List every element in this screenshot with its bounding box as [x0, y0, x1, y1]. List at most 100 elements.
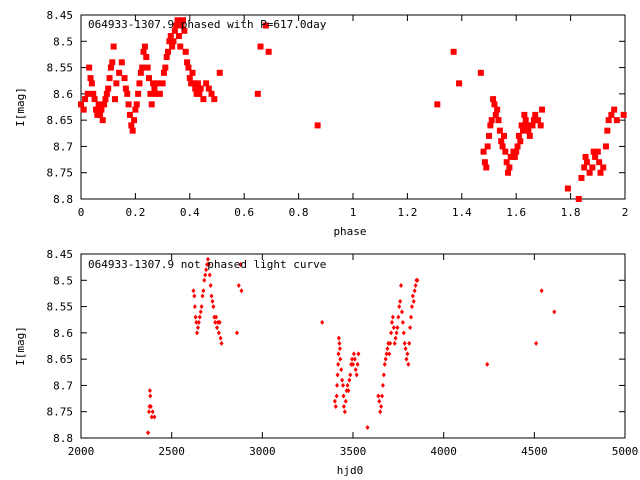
- phased-data-point: [186, 75, 193, 82]
- phased-data-point: [434, 101, 441, 108]
- unphased-data-point: [352, 356, 357, 362]
- phased-ytick-label: 8.75: [47, 167, 74, 180]
- phased-data-point: [494, 106, 501, 113]
- unphased-data-point: [404, 356, 409, 362]
- phased-xtick-label: 0.8: [289, 206, 309, 219]
- phased-data-point: [110, 43, 117, 50]
- unphased-data-point: [337, 340, 342, 346]
- phased-data-point: [185, 64, 192, 71]
- unphased-data-point: [341, 393, 346, 399]
- unphased-data-point: [341, 382, 346, 388]
- phased-data-point: [521, 111, 528, 118]
- unphased-data-point: [197, 314, 202, 320]
- unphased-data-point: [356, 351, 361, 357]
- unphased-data-point: [210, 298, 215, 304]
- unphased-data-point: [333, 403, 338, 409]
- phased-data-point: [608, 111, 615, 118]
- phased-data-point: [483, 164, 490, 171]
- unphased-data-point: [347, 377, 352, 383]
- unphased-data-point: [334, 393, 339, 399]
- phased-data-point: [159, 80, 166, 87]
- phased-data-point: [166, 38, 173, 45]
- phased-data-point: [92, 106, 99, 113]
- unphased-data-point: [336, 335, 341, 341]
- unphased-data-point: [353, 367, 358, 373]
- phased-data-point: [517, 138, 524, 145]
- unphased-data-point: [147, 388, 152, 394]
- unphased-data-point: [239, 288, 244, 294]
- phased-data-point: [262, 22, 269, 29]
- unphased-data-point: [339, 367, 344, 373]
- phased-xtick-label: 1.2: [397, 206, 417, 219]
- phased-data-point: [163, 54, 170, 61]
- phased-data-point: [520, 127, 526, 134]
- unphased-data-point: [205, 256, 210, 262]
- phased-data-point: [133, 101, 140, 108]
- phased-data-point: [122, 85, 129, 92]
- unphased-data-point: [238, 262, 243, 268]
- phased-data-point: [144, 64, 151, 71]
- unphased-xtick-label: 3000: [249, 445, 276, 458]
- unphased-data-point: [379, 403, 384, 409]
- phased-data-point: [575, 196, 582, 202]
- phased-data-point: [112, 96, 118, 103]
- unphased-data-point: [350, 356, 355, 362]
- phased-data-point: [511, 153, 518, 160]
- phased-data-point: [141, 43, 148, 50]
- unphased-data-point: [409, 304, 414, 310]
- unphased-data-point: [552, 309, 557, 315]
- phased-data-point: [581, 164, 588, 171]
- unphased-data-point: [194, 319, 199, 325]
- phased-data-point: [151, 85, 158, 92]
- unphased-data-point: [413, 283, 418, 289]
- phased-data-point: [481, 159, 488, 166]
- unphased-data-point: [399, 309, 404, 315]
- phased-data-point: [147, 90, 154, 97]
- phased-ytick-label: 8.8: [53, 193, 73, 206]
- unphased-data-point: [147, 409, 151, 415]
- phased-xtick-label: 0.6: [234, 206, 254, 219]
- phased-data-point: [99, 117, 106, 124]
- unphased-data-point: [387, 351, 392, 357]
- phased-plot-points: [78, 17, 627, 202]
- phased-data-point: [101, 101, 108, 108]
- phased-data-point: [205, 85, 212, 92]
- unphased-data-point: [338, 356, 343, 362]
- unphased-data-point: [201, 288, 206, 294]
- unphased-xtick-label: 4000: [430, 445, 457, 458]
- phased-data-point: [190, 80, 197, 87]
- unphased-data-point: [211, 304, 216, 310]
- phased-data-point: [506, 164, 513, 171]
- unphased-data-point: [365, 424, 370, 430]
- phased-data-point: [203, 80, 210, 87]
- unphased-data-point: [218, 335, 223, 341]
- phased-data-point: [500, 132, 507, 139]
- phased-data-point: [78, 101, 84, 108]
- phased-data-point: [254, 90, 261, 97]
- phased-data-point: [604, 127, 611, 134]
- unphased-data-point: [192, 304, 197, 310]
- phased-data-point: [514, 143, 521, 150]
- unphased-data-point: [382, 361, 387, 367]
- phased-data-point: [486, 132, 492, 139]
- phased-data-point: [136, 80, 143, 87]
- unphased-plot-title: 064933-1307.9 not phased light curve: [88, 258, 326, 271]
- unphased-data-point: [385, 346, 390, 352]
- unphased-data-point: [196, 319, 201, 325]
- phased-data-point: [180, 17, 186, 24]
- phased-data-point: [611, 106, 618, 113]
- phased-data-point: [613, 117, 620, 124]
- unphased-data-point: [320, 319, 325, 325]
- unphased-data-point: [397, 304, 402, 310]
- phased-data-point: [502, 148, 509, 155]
- unphased-xtick-label: 2500: [158, 445, 185, 458]
- phased-data-point: [129, 127, 136, 134]
- phased-ytick-label: 8.65: [47, 114, 74, 127]
- phased-xtick-label: 0: [78, 206, 85, 219]
- unphased-plot-points: [146, 256, 557, 436]
- phased-data-point: [192, 85, 199, 92]
- phased-data-point: [597, 169, 604, 176]
- unphased-data-point: [395, 325, 400, 331]
- unphased-data-point: [348, 372, 353, 378]
